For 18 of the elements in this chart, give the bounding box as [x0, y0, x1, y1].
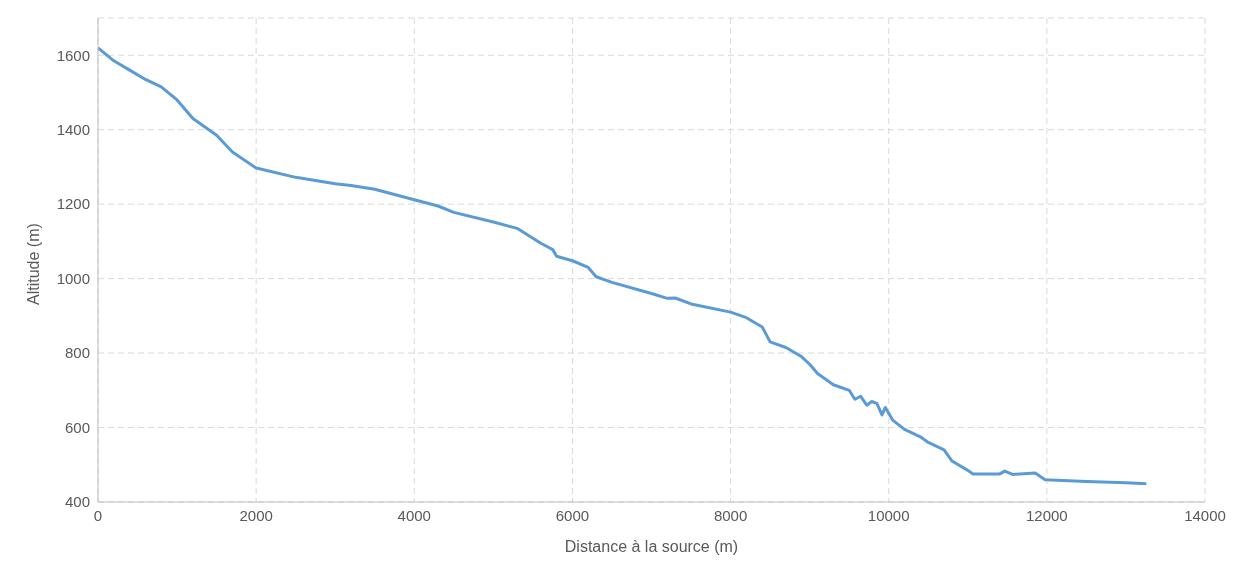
x-tick-label: 2000: [239, 506, 273, 524]
y-tick-label: 1200: [56, 195, 90, 213]
y-tick-label: 600: [64, 418, 90, 436]
x-tick-label: 4000: [397, 506, 431, 524]
x-tick-label: 0: [93, 506, 103, 524]
line-series: [98, 46, 1148, 486]
x-tick-label: 10000: [867, 506, 910, 524]
x-tick-label: 12000: [1026, 506, 1068, 524]
y-tick-label: 1400: [56, 121, 90, 139]
x-axis-title: Distance à la source (m): [564, 538, 739, 555]
y-tick-label: 1600: [56, 46, 90, 64]
y-tick-label: 800: [64, 344, 90, 362]
y-tick-label: 1000: [56, 269, 90, 287]
x-tick-label: 14000: [1184, 506, 1226, 524]
y-tick-label: 400: [64, 493, 90, 511]
x-tick-label: 6000: [555, 506, 590, 524]
x-tick-label: 8000: [713, 506, 748, 524]
y-axis-title: Altitude (m): [24, 223, 42, 305]
